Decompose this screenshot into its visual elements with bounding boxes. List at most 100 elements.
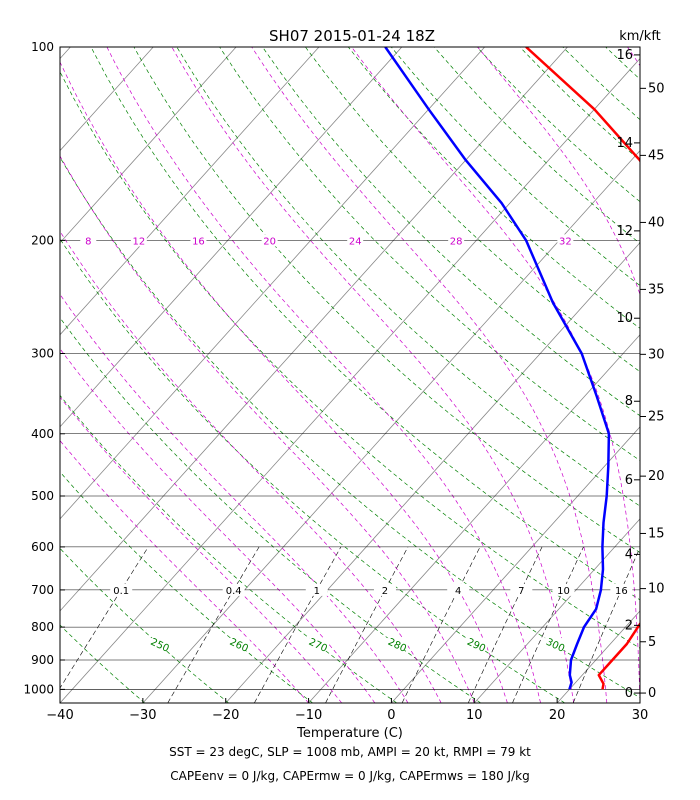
moist-adiabat-label: 20 [263,236,276,247]
kft-tick-label: 20 [648,469,665,484]
footer-line-1: SST = 23 degC, SLP = 1008 mb, AMPI = 20 … [169,745,531,759]
moist-adiabat-label: 12 [132,236,145,247]
dry-adiabat-line [60,156,640,699]
moist-adiabat-label: 24 [349,236,362,247]
moist-adiabat-label-bg [130,234,147,247]
moist-adiabat-label: 28 [450,236,463,247]
profile-layer [384,47,640,690]
temperature-tick-label: 0 [387,708,395,723]
moist-adiabat-label: 8 [85,236,91,247]
moist-adiabat-label-bg [190,234,207,247]
mixing-ratio-label-bg [447,583,470,596]
temperature-tick-label: −40 [46,708,73,723]
moist-adiabat-label: 16 [192,236,205,247]
temperature-tick-label: 20 [549,708,566,723]
pressure-tick-label: 1000 [23,682,54,696]
moist-adiabat-line [106,47,541,703]
dry-adiabat-line [262,47,640,417]
dry-adiabat-line [433,47,640,244]
isotherm-line [60,47,403,428]
temperature-tick-label: −10 [295,708,322,723]
theta-label-bg [304,638,329,651]
pressure-tick-label: 800 [31,620,54,634]
moist-adiabat-line [60,440,309,703]
temperature-tick-label: −30 [129,708,156,723]
dry-adiabat-line [60,547,229,703]
dry-adiabat-line [519,47,640,161]
moist-adiabat-label-bg [557,234,574,247]
moist-adiabat-line [60,293,409,703]
isotherm-line [60,47,568,612]
moist-adiabat-line [60,155,475,703]
moist-adiabat-label-bg [347,234,364,247]
moist-adiabat-line [60,396,342,703]
mixing-ratio-label-bg [222,583,245,596]
moist-adiabat-label: 32 [559,236,572,247]
temperature-tick-label: 10 [466,708,483,723]
isotherm-line [60,47,154,152]
mixing-ratio-label: 4 [455,586,461,597]
moist-adiabat-line [171,47,575,703]
dry-adiabat-line [60,701,61,703]
theta-label-bg [542,638,567,651]
plot-frame [59,46,641,704]
dry-adiabat-line [60,624,145,703]
theta-label-bg [225,638,250,651]
kft-tick-label: 50 [648,81,665,96]
dry-adiabat-line [60,70,640,649]
pressure-tick-label: 700 [31,583,54,597]
chart-title: SH07 2015-01-24 18Z [269,27,435,45]
dry-adiabat-line [348,47,640,329]
moist-adiabat-line [477,47,640,296]
moist-adiabat-line [351,47,640,703]
kft-tick-label: 10 [648,582,665,597]
mixing-ratio-line [60,546,149,689]
km-tick-label: 2 [625,618,633,633]
kft-tick-label: 15 [648,526,665,541]
temperature-tick-label: −20 [212,708,239,723]
kft-tick-label: 25 [648,410,665,425]
pressure-tick-label: 300 [31,346,54,360]
km-tick-label: 14 [616,136,633,151]
x-axis-label: Temperature (C) [296,726,403,741]
kft-tick-label: 5 [648,635,656,650]
mixing-ratio-line [254,546,342,703]
pressure-tick-label: 600 [31,540,54,554]
isotherm-line [60,47,485,520]
mixing-ratio-label-bg [373,583,396,596]
mixing-ratio-label-bg [552,583,575,596]
mixing-ratio-label-bg [510,583,533,596]
dry-adiabat-line [60,394,398,703]
dewpoint-profile-line [384,47,611,690]
theta-label-bg [146,638,171,651]
right-axis-label: km/kft [619,29,661,44]
dry-adiabat-line [90,47,640,601]
mixing-ratio-label: 1 [314,586,320,597]
pressure-tick-label: 200 [31,233,54,247]
theta-label-bg [383,638,408,651]
moist-adiabat-line [60,230,442,703]
km-tick-label: 12 [616,224,633,239]
km-tick-label: 16 [616,48,633,63]
km-tick-label: 6 [625,473,633,488]
moist-adiabat-label-bg [448,234,465,247]
isotherm-line [60,57,640,703]
mixing-ratio-line [572,546,640,703]
grid-layer [60,47,700,703]
mixing-ratio-label: 10 [557,586,570,597]
isotherm-line [473,518,640,703]
moist-adiabat-label-bg [261,234,278,247]
dry-adiabat-line [691,47,700,703]
mixing-ratio-line [467,546,543,703]
kft-tick-label: 40 [648,215,665,230]
dry-adiabat-line [60,471,313,703]
mixing-ratio-label: 0.4 [226,586,242,597]
theta-label-bg [462,638,487,651]
km-tick-label: 0 [625,686,633,701]
mixing-ratio-line [325,546,409,703]
dry-adiabat-line [305,47,640,373]
mixing-ratio-line [401,546,481,703]
